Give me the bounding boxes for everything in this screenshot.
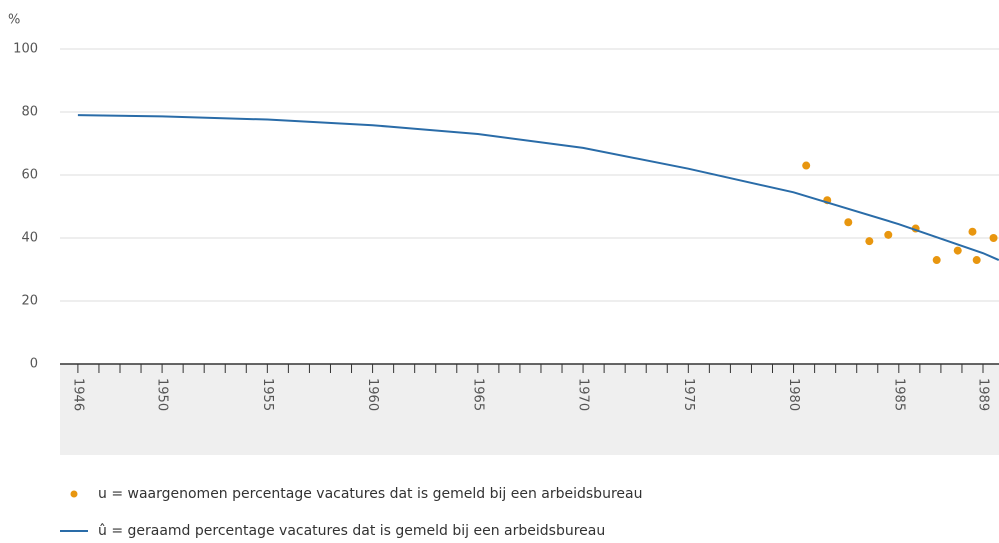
x-tick-label: 1965 bbox=[470, 378, 485, 411]
scatter-point bbox=[884, 230, 893, 239]
y-tick-label: 20 bbox=[21, 294, 38, 309]
scatter-point bbox=[968, 227, 977, 236]
y-tick-label: 80 bbox=[21, 105, 38, 120]
legend-label: u = waargenomen percentage vacatures dat… bbox=[98, 486, 642, 502]
scatter-point bbox=[802, 161, 811, 170]
x-tick-label: 1960 bbox=[365, 378, 380, 411]
legend-marker bbox=[70, 490, 78, 498]
scatter-point bbox=[865, 237, 874, 246]
x-tick-label: 1985 bbox=[891, 378, 906, 411]
scatter-point bbox=[972, 256, 981, 265]
x-tick-label: 1950 bbox=[155, 378, 170, 411]
line-series bbox=[77, 114, 999, 261]
x-tick-label: 1980 bbox=[786, 378, 801, 411]
y-unit-label: % bbox=[8, 13, 20, 28]
y-tick-label: 100 bbox=[13, 42, 38, 57]
scatter-point bbox=[953, 246, 962, 255]
x-tick-label: 1970 bbox=[576, 378, 591, 411]
x-tick-label: 1989 bbox=[976, 378, 991, 411]
y-tick-label: 40 bbox=[21, 231, 38, 246]
x-tick-label: 1975 bbox=[681, 378, 696, 411]
scatter-point bbox=[989, 234, 998, 242]
x-tick-label: 1946 bbox=[70, 378, 85, 411]
y-tick-label: 60 bbox=[21, 168, 38, 183]
x-tick-label: 1955 bbox=[260, 378, 275, 411]
legend-label: û = geraamd percentage vacatures dat is … bbox=[98, 523, 605, 539]
scatter-point bbox=[932, 256, 941, 265]
x-axis-band bbox=[60, 364, 999, 455]
y-tick-label: 0 bbox=[30, 357, 38, 372]
scatter-point bbox=[844, 218, 853, 227]
